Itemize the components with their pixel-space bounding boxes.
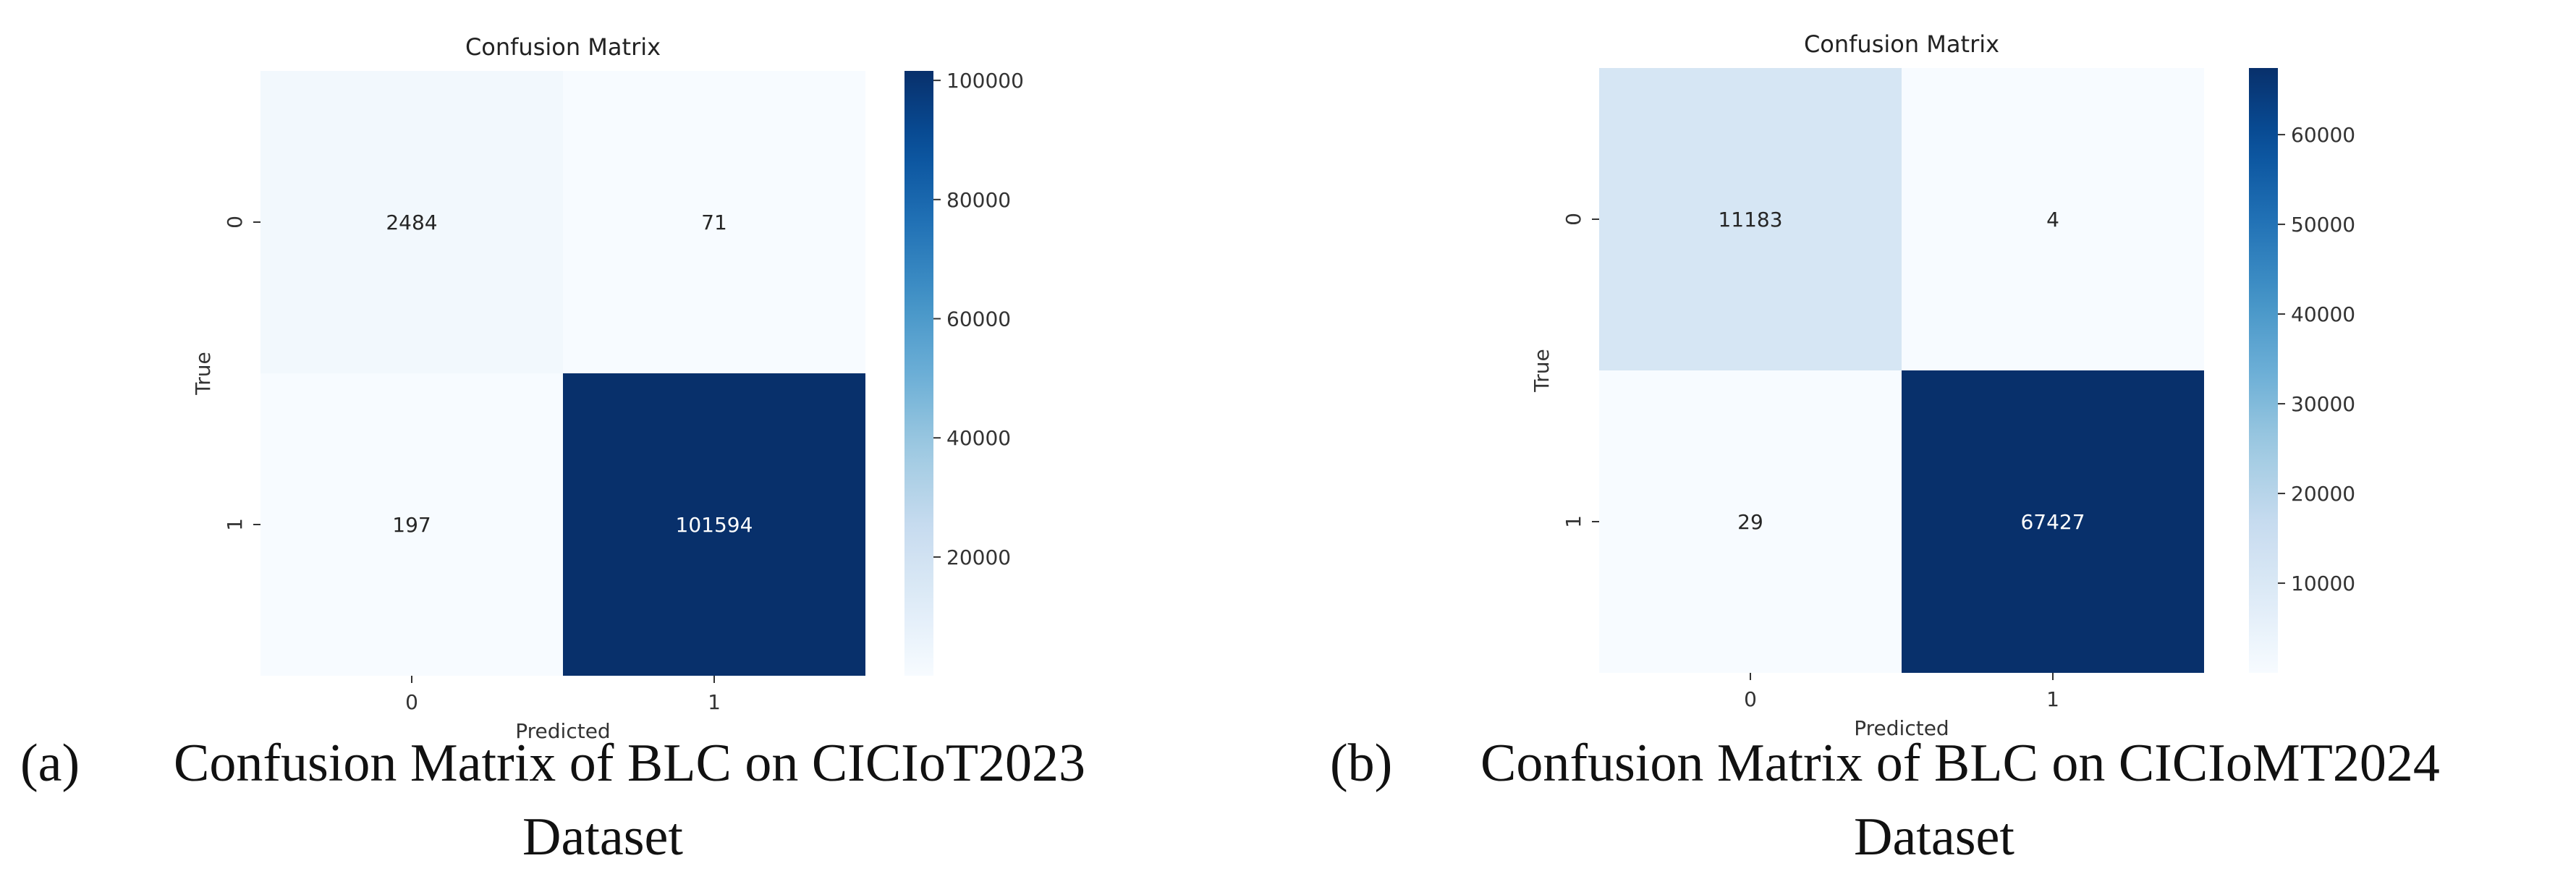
- heatmap-panel-1: Confusion Matrix 11183 4 29 67427 0 1 0 1 Predict…: [1530, 30, 2355, 740]
- cell-value-label: 71: [701, 211, 727, 234]
- x-tick-label: 1: [2046, 687, 2059, 711]
- heatmap-cell: [1599, 370, 1902, 673]
- y-tick-label: 1: [1562, 515, 1585, 528]
- x-tick-label: 0: [1744, 687, 1757, 711]
- caption-a-label: (a): [20, 734, 80, 793]
- y-tick-label: 0: [1562, 213, 1585, 226]
- cell-value-label: 101594: [676, 513, 753, 537]
- cell-value-label: 67427: [2020, 510, 2085, 534]
- cell-value-label: 197: [392, 513, 431, 537]
- heatmap-cell: [260, 71, 563, 373]
- colorbar-tick-label: 60000: [2291, 123, 2355, 147]
- colorbar-tick-label: 50000: [2291, 213, 2355, 237]
- caption-b-line1: Confusion Matrix of BLC on CICIoMT2024: [1480, 734, 2440, 793]
- caption-b-line2: Dataset: [1854, 807, 2014, 867]
- y-tick-label: 1: [223, 518, 247, 531]
- y-axis-label: True: [191, 352, 215, 395]
- heatmap-cell: [563, 71, 865, 373]
- heatmap-panel-0: Confusion Matrix 2484 71 197 101594 0 1 0 1 Predi…: [191, 33, 1024, 743]
- y-axis-label: True: [1530, 349, 1554, 392]
- caption-a-line2: Dataset: [522, 807, 683, 867]
- colorbar-tick-label: 80000: [946, 188, 1011, 212]
- colorbar-tick-label: 30000: [2291, 392, 2355, 416]
- colorbar-tick-label: 40000: [946, 426, 1011, 450]
- caption-b-label: (b): [1330, 734, 1393, 793]
- colorbar-tick-label: 40000: [2291, 302, 2355, 326]
- colorbar-tick-label: 20000: [2291, 482, 2355, 506]
- heatmap-cell: [1902, 68, 2204, 370]
- caption-a-line1: Confusion Matrix of BLC on CICIoT2023: [174, 734, 1086, 793]
- colorbar-tick-label: 100000: [946, 69, 1024, 93]
- chart-title: Confusion Matrix: [1804, 30, 1999, 58]
- cell-value-label: 4: [2046, 208, 2059, 232]
- colorbar-tick-label: 20000: [946, 546, 1011, 569]
- x-tick-label: 0: [405, 690, 418, 714]
- cell-value-label: 11183: [1718, 208, 1782, 232]
- colorbar-tick-label: 10000: [2291, 572, 2355, 595]
- x-tick-label: 1: [708, 690, 721, 714]
- colorbar: [2249, 68, 2278, 673]
- heatmap-cell: [563, 373, 865, 676]
- colorbar-tick-label: 60000: [946, 307, 1011, 331]
- y-tick-label: 0: [223, 216, 247, 229]
- x-axis-label: Predicted: [1854, 716, 1949, 740]
- chart-title: Confusion Matrix: [465, 33, 661, 61]
- cell-value-label: 29: [1737, 510, 1763, 534]
- x-axis-label: Predicted: [515, 719, 610, 743]
- cell-value-label: 2484: [386, 211, 437, 234]
- heatmap-cell: [260, 373, 563, 676]
- colorbar: [904, 71, 933, 676]
- heatmap-cell: [1902, 370, 2204, 673]
- heatmap-cell: [1599, 68, 1902, 370]
